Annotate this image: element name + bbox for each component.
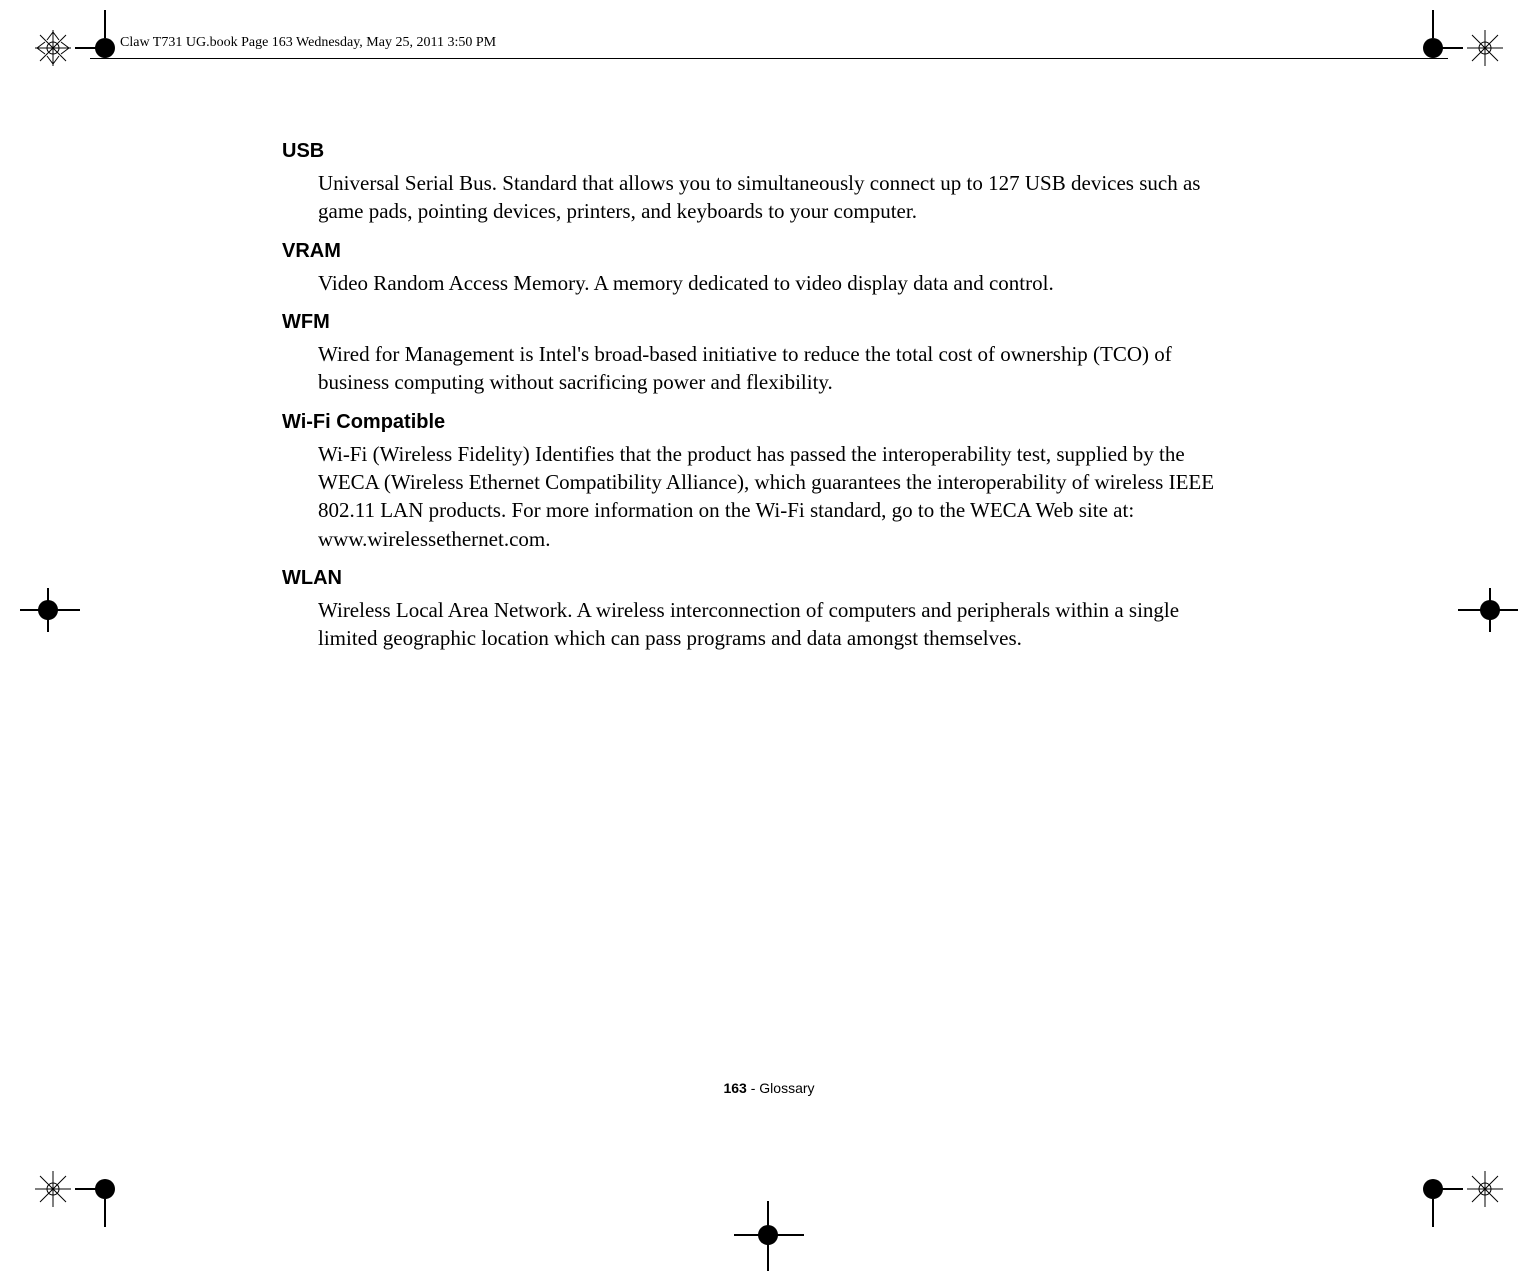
- glossary-content: USB Universal Serial Bus. Standard that …: [282, 140, 1242, 663]
- page-footer: 163 - Glossary: [0, 1080, 1538, 1096]
- running-header: Claw T731 UG.book Page 163 Wednesday, Ma…: [120, 35, 496, 51]
- glossary-definition: Universal Serial Bus. Standard that allo…: [318, 169, 1242, 226]
- glossary-definition: Wireless Local Area Network. A wireless …: [318, 596, 1242, 653]
- footer-separator: -: [747, 1080, 759, 1096]
- registration-mark-icon: [35, 1171, 71, 1207]
- glossary-term: WLAN: [282, 567, 1242, 590]
- print-page: Claw T731 UG.book Page 163 Wednesday, Ma…: [0, 0, 1538, 1237]
- glossary-term: VRAM: [282, 240, 1242, 263]
- footer-section: Glossary: [759, 1080, 814, 1096]
- registration-mark-icon: [1467, 30, 1503, 66]
- glossary-definition: Wired for Management is Intel's broad-ba…: [318, 340, 1242, 397]
- registration-mark-icon: [1467, 1171, 1503, 1207]
- glossary-definition: Wi-Fi (Wireless Fidelity) Identifies tha…: [318, 440, 1242, 553]
- glossary-term: WFM: [282, 311, 1242, 334]
- registration-mark-icon: [35, 30, 71, 66]
- glossary-definition: Video Random Access Memory. A memory ded…: [318, 269, 1242, 297]
- glossary-term: Wi-Fi Compatible: [282, 411, 1242, 434]
- header-rule: [90, 58, 1448, 59]
- page-number: 163: [723, 1080, 746, 1096]
- glossary-term: USB: [282, 140, 1242, 163]
